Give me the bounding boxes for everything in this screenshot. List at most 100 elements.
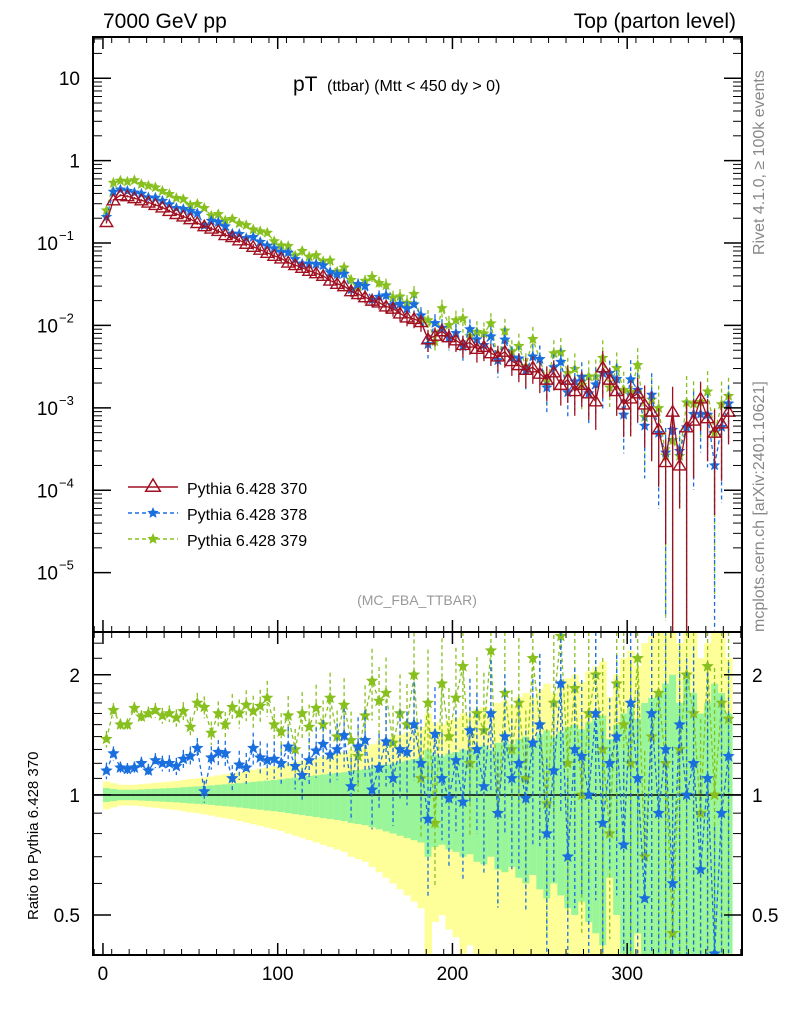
ratio-point-star	[526, 736, 539, 749]
inner-band-bin	[368, 767, 377, 828]
data-point-star	[527, 350, 539, 362]
ratio-point-star	[303, 720, 316, 733]
data-point-triangle	[483, 345, 499, 359]
ratio-point-star	[617, 718, 630, 730]
ratio-point-star	[687, 756, 700, 769]
data-point-triangle	[462, 335, 478, 348]
ratio-point-star	[170, 759, 183, 772]
ratio-point-star	[317, 737, 330, 750]
data-point-triangle	[504, 353, 520, 367]
data-point-triangle	[672, 458, 688, 471]
ratio-line	[105, 683, 730, 954]
data-point-triangle	[196, 218, 212, 232]
ratio-point-star	[226, 771, 239, 784]
inner-band-bin	[473, 746, 481, 862]
data-point-star	[317, 259, 329, 271]
data-point-star	[450, 314, 462, 326]
ratio-point-star	[156, 756, 169, 769]
y-tick-exponent: −1	[59, 228, 74, 243]
ratio-point-star	[275, 725, 288, 737]
data-point-star	[142, 179, 155, 191]
ratio-point-star	[617, 838, 630, 850]
ratio-point-star	[421, 696, 435, 709]
data-point-triangle	[182, 211, 198, 225]
data-point-triangle	[651, 421, 667, 435]
data-point-star	[114, 174, 127, 186]
data-point-star	[121, 175, 134, 187]
data-point-star	[240, 219, 252, 230]
side-text-top: Rivet 4.1.0, ≥ 100k events	[751, 70, 768, 255]
inner-band-bin	[711, 683, 719, 955]
y-tick-label: 10	[37, 399, 58, 420]
data-point-star	[247, 231, 259, 242]
inner-band-bin	[382, 764, 391, 832]
plot-title-sub: (ttbar) (Mtt < 450 dy > 0)	[327, 78, 500, 95]
ratio-point-star	[470, 707, 484, 719]
data-point-triangle	[112, 187, 128, 201]
ratio-point-star	[296, 707, 309, 719]
ratio-point-star	[673, 718, 686, 730]
data-point-triangle	[539, 372, 555, 385]
ratio-point-star	[540, 827, 553, 839]
y-tick-exponent: −2	[59, 310, 74, 325]
data-point-triangle	[119, 188, 135, 202]
ratio-point-star	[708, 947, 721, 955]
data-point-triangle	[686, 413, 702, 426]
ratio-point-star	[428, 727, 442, 740]
data-point-triangle	[679, 419, 695, 433]
data-point-star	[184, 205, 196, 216]
data-point-star	[212, 216, 224, 227]
ratio-point-star	[219, 718, 232, 730]
data-point-star	[261, 226, 273, 238]
y-tick-label: 1	[69, 152, 80, 173]
ratio-point-star	[156, 709, 169, 721]
ratio-point-star	[107, 747, 120, 759]
ratio-point-star	[177, 704, 190, 717]
ratio-point-star	[135, 710, 148, 722]
ratio-point-star	[184, 720, 197, 733]
data-point-triangle	[203, 221, 219, 234]
data-point-star	[471, 333, 483, 345]
data-point-triangle	[707, 425, 723, 438]
legend-star-icon	[147, 533, 159, 544]
inner-band-bin	[571, 724, 579, 916]
ratio-point-star	[303, 753, 316, 766]
data-point-star	[513, 340, 525, 351]
ratio-plot-marks	[100, 632, 735, 955]
inner-band-bin	[606, 739, 614, 878]
data-point-triangle	[602, 372, 618, 385]
ratio-point-star	[708, 788, 721, 801]
data-point-star	[701, 385, 714, 397]
ratio-point-star	[268, 718, 281, 730]
data-point-star	[233, 217, 245, 229]
inner-band-bin	[620, 713, 628, 954]
data-point-star	[338, 261, 350, 273]
data-point-triangle	[322, 273, 338, 286]
data-point-star	[401, 302, 413, 314]
ratio-point-star	[533, 718, 546, 730]
ratio-point-star	[526, 651, 539, 664]
legend-star-icon	[147, 507, 159, 518]
data-point-triangle	[350, 286, 366, 300]
data-point-star	[555, 355, 567, 367]
inner-band-bin	[557, 731, 565, 896]
ratio-point-star	[344, 733, 358, 746]
data-point-star	[611, 362, 623, 373]
data-point-triangle	[476, 339, 492, 353]
ratio-point-star	[638, 892, 651, 904]
ratio-point-star	[428, 816, 442, 829]
ratio-point-star	[317, 718, 330, 730]
data-point-triangle	[616, 397, 632, 410]
data-point-star	[198, 202, 210, 213]
inner-band-bin	[354, 769, 363, 825]
ratio-point-star	[323, 748, 337, 761]
ratio-point-star	[631, 771, 644, 784]
ratio-plot-frame	[92, 631, 743, 956]
inner-band-bin	[648, 697, 656, 955]
data-point-star	[338, 267, 350, 279]
ratio-point-star	[296, 768, 309, 781]
ratio-point-star	[261, 691, 274, 704]
ratio-point-star	[610, 677, 623, 689]
data-point-star	[310, 249, 322, 261]
